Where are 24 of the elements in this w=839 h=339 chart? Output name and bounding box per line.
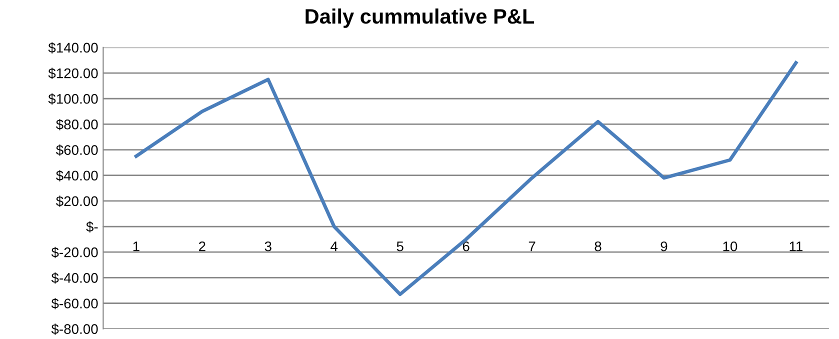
y-tick-label: $- — [86, 221, 98, 233]
y-tick-label: $140.00 — [48, 42, 98, 54]
x-tick-label: 3 — [264, 241, 272, 252]
x-tick-label: 11 — [790, 242, 802, 252]
x-tick-label: 4 — [330, 242, 338, 252]
y-tick-label: $100.00 — [48, 93, 98, 105]
x-tick-label: 1 — [133, 242, 140, 252]
x-tick-label: 10 — [723, 241, 738, 252]
y-tick-label: $40.00 — [56, 170, 98, 182]
x-tick-label: 6 — [462, 241, 470, 252]
chart-title: Daily cummulative P&L — [306, 8, 534, 28]
x-tick-label: 7 — [528, 242, 536, 252]
x-tick-label: 2 — [199, 241, 206, 252]
y-tick-label: $-80.00 — [51, 324, 98, 335]
y-tick-label: $80.00 — [56, 118, 98, 130]
x-tick-label: 9 — [660, 241, 668, 252]
y-tick-label: $120.00 — [48, 68, 98, 80]
y-tick-label: $-60.00 — [51, 298, 98, 310]
y-tick-label: $60.00 — [56, 144, 98, 156]
x-tick-label: 8 — [594, 241, 602, 252]
x-tick-label: 5 — [396, 242, 404, 252]
y-tick-label: $-40.00 — [51, 272, 98, 284]
y-tick-label: $-20.00 — [51, 246, 98, 258]
y-tick-label: $20.00 — [56, 196, 98, 207]
